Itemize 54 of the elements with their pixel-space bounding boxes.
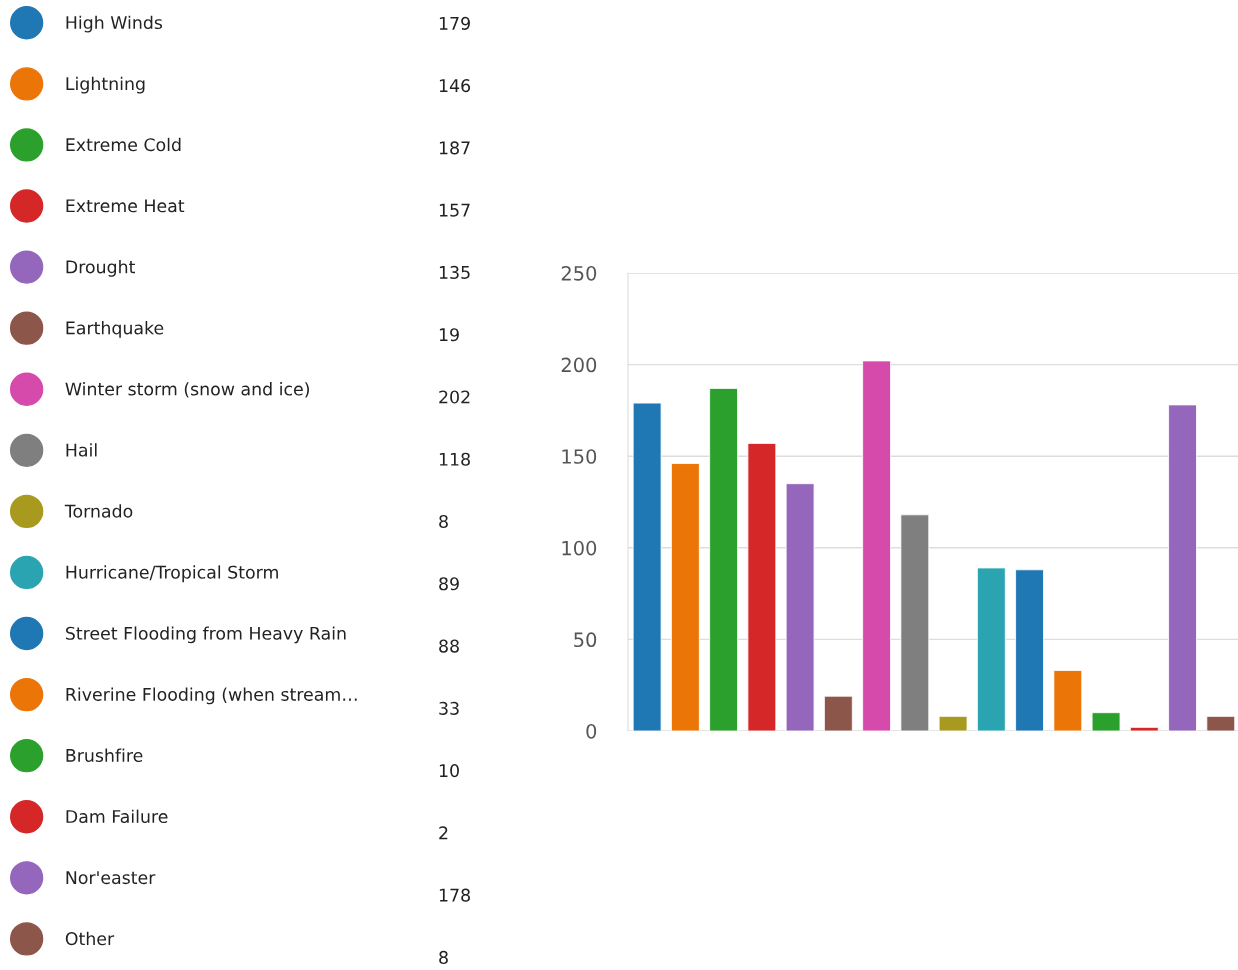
- text: 187: [439, 141, 470, 155]
- y-tick-label: 150: [562, 449, 597, 464]
- legend-label: Hurricane/Tropical Storm: [66, 565, 278, 583]
- legend-label: Earthquake: [66, 321, 164, 338]
- y-tick-label: 100: [562, 540, 597, 556]
- legend-label: Nor'easter: [66, 871, 156, 885]
- y-tick-label: 0: [586, 723, 597, 739]
- bar: [1168, 404, 1197, 731]
- legend-label: High Winds: [66, 15, 163, 33]
- legend-label: Other: [65, 931, 115, 946]
- legend-label: Lightning: [66, 76, 145, 94]
- legend-label: Extreme Heat: [66, 199, 185, 213]
- text: 89: [439, 577, 459, 591]
- legend-label: Street Flooding from Heavy Rain: [65, 626, 346, 644]
- text: 88: [439, 639, 459, 653]
- text: 178: [439, 888, 470, 902]
- text: 8: [439, 514, 448, 529]
- y-tick-label: 50: [574, 632, 597, 648]
- text: 19: [439, 328, 459, 342]
- text: 33: [439, 701, 459, 715]
- bar: [785, 483, 815, 731]
- bar: [1053, 670, 1083, 731]
- legend-label: Extreme Cold: [66, 137, 181, 152]
- text: 157: [439, 203, 470, 217]
- y-tick-label: 250: [561, 265, 597, 281]
- bar: [1129, 726, 1159, 731]
- bar: [976, 567, 1006, 731]
- legend-label: Tornado: [64, 504, 133, 518]
- bar: [1091, 712, 1121, 731]
- y-tick-label: 200: [561, 357, 597, 373]
- bar: [747, 442, 777, 731]
- bar: [1206, 715, 1236, 731]
- text: 179: [439, 16, 470, 30]
- text: 10: [439, 764, 459, 778]
- bar: [900, 514, 930, 731]
- text: 118: [439, 452, 470, 466]
- legend-label: Dam Failure: [66, 809, 168, 824]
- legend-label: Winter storm (snow and ice): [65, 382, 309, 398]
- text: 202: [439, 390, 470, 404]
- bar: [862, 360, 891, 731]
- legend-label: Riverine Flooding (when stream…: [66, 687, 357, 705]
- text: 135: [439, 265, 470, 279]
- legend-label: Drought: [66, 259, 135, 277]
- text: 8: [439, 950, 448, 964]
- bar: [632, 402, 662, 731]
- bar: [938, 715, 968, 731]
- bar: [709, 388, 738, 731]
- legend-label: Hail: [66, 443, 97, 457]
- text: 2: [439, 826, 448, 840]
- text: 146: [439, 79, 471, 93]
- bar: [670, 463, 700, 731]
- legend-label: Brushfire: [66, 748, 143, 762]
- bar: [823, 695, 853, 731]
- bar: [1015, 569, 1044, 731]
